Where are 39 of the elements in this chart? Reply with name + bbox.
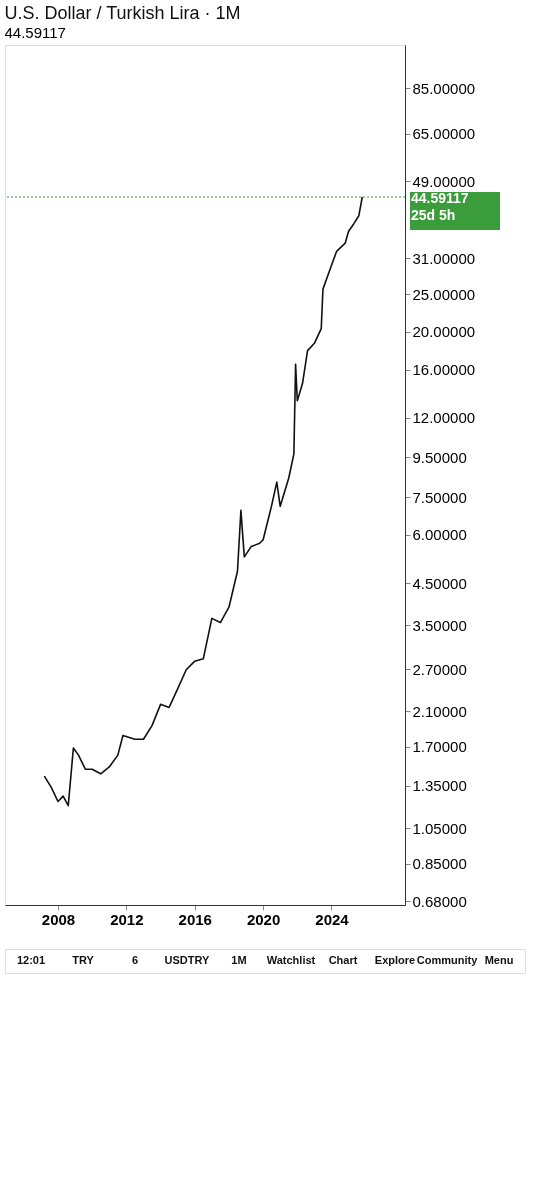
- text: 6: [131, 954, 139, 966]
- y-tick-label: 7.50000: [412, 488, 467, 506]
- y-tick-label: 25.00000: [412, 285, 476, 303]
- x-tick-label: 2016: [178, 910, 212, 928]
- text: TRY: [72, 954, 95, 966]
- y-tick-label: 12.00000: [412, 409, 476, 427]
- x-tick-label: 2012: [110, 910, 144, 928]
- line-series: [43, 196, 364, 807]
- y-tick-label: 20.00000: [412, 323, 476, 341]
- x-tick-label: 2024: [315, 910, 350, 928]
- y-tick-label: 6.00000: [412, 526, 467, 544]
- text: USDTRY: [164, 954, 211, 966]
- x-tick-label: 2008: [41, 910, 76, 928]
- y-tick-label: 85.00000: [412, 79, 476, 97]
- text: Watchlist: [266, 954, 316, 966]
- y-tick-label: 31.00000: [412, 249, 476, 267]
- y-tick-label: 0.68000: [412, 892, 467, 910]
- y-tick-label: 65.00000: [412, 125, 476, 143]
- y-tick-label: 1.70000: [412, 738, 467, 756]
- y-tick-label: 2.10000: [412, 702, 467, 720]
- text: 12:01: [16, 954, 46, 966]
- text: 1M: [231, 954, 247, 966]
- y-tick-label: 3.50000: [412, 616, 467, 634]
- text: Community: [416, 954, 479, 966]
- x-tick-label: 2020: [246, 910, 281, 928]
- chart-subtitle: 44.59117: [4, 24, 66, 41]
- y-tick-label: 2.70000: [412, 660, 467, 678]
- chart-title: U.S. Dollar / Turkish Lira · 1M: [4, 3, 241, 23]
- ref-line-label: 44.59117 25d 5h: [411, 190, 469, 224]
- y-tick-label: 1.05000: [412, 819, 467, 837]
- y-tick-label: 4.50000: [412, 574, 467, 592]
- y-tick-label: 49.00000: [412, 172, 476, 190]
- y-tick-label: 0.85000: [412, 855, 467, 873]
- text: Chart: [328, 954, 358, 966]
- text: Explore: [374, 954, 416, 966]
- text: Menu: [484, 954, 514, 966]
- y-tick-label: 9.50000: [412, 448, 467, 466]
- y-tick-label: 16.00000: [412, 361, 476, 379]
- y-tick-label: 1.35000: [412, 777, 467, 795]
